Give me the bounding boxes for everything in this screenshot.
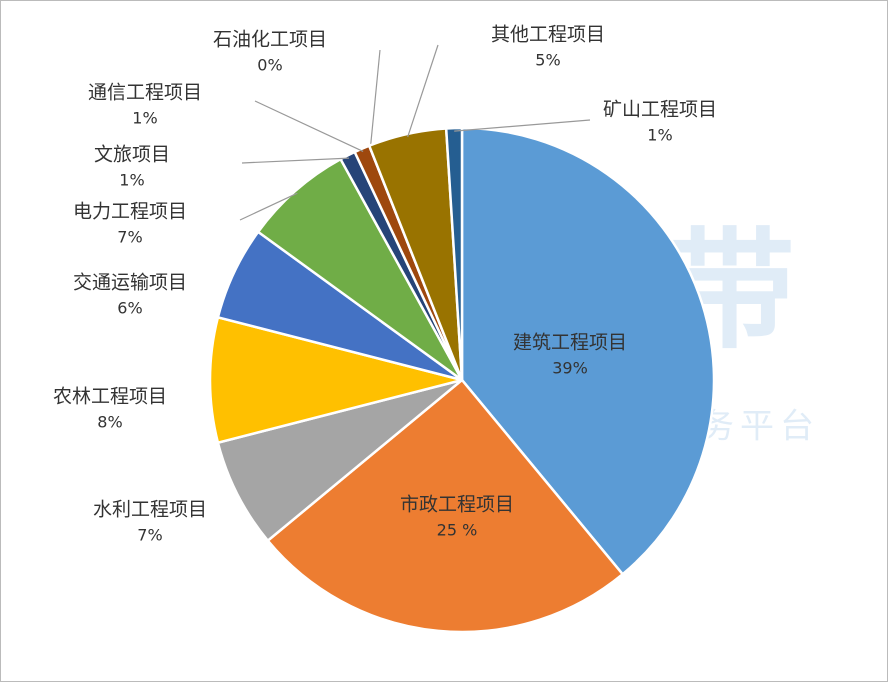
slice-value-label: 1% [647, 126, 672, 145]
leader-line [369, 49, 381, 149]
leader-line [454, 119, 591, 132]
slice [444, 126, 464, 381]
slice-value-label: 8% [97, 413, 122, 432]
slice [208, 315, 463, 445]
slice [266, 378, 625, 634]
leader-line [241, 157, 349, 164]
slice-label: 电力工程项目 [73, 201, 187, 223]
slice-value-label: 7% [137, 526, 162, 545]
slice-label: 其他工程项目 [491, 24, 605, 46]
slice-label: 石油化工项目 [213, 29, 327, 51]
leader-line [239, 192, 298, 221]
slice-value-label: 0% [257, 56, 282, 75]
slice-label: 市政工程项目 [400, 494, 514, 516]
slice-value-label: 25 % [437, 521, 478, 540]
slice-label: 水利工程项目 [93, 499, 207, 521]
slice-label: 建筑工程项目 [513, 332, 627, 354]
slice-value-label: 39% [552, 359, 588, 378]
slice-label: 交通运输项目 [73, 272, 187, 294]
slice-value-label: 6% [117, 299, 142, 318]
slice-label: 农林工程项目 [53, 386, 167, 408]
slice-label: 通信工程项目 [88, 82, 202, 104]
slice-value-label: 1% [119, 171, 144, 190]
slice [216, 378, 463, 543]
slice-value-label: 7% [117, 228, 142, 247]
slice [460, 126, 716, 576]
leader-line [254, 100, 364, 153]
slice-label: 文旅项目 [94, 144, 170, 166]
slice [256, 157, 464, 382]
slice-value-label: 1% [132, 109, 157, 128]
slice-value-label: 5% [535, 51, 560, 70]
slice-label: 矿山工程项目 [603, 99, 717, 121]
leader-line [407, 44, 439, 138]
